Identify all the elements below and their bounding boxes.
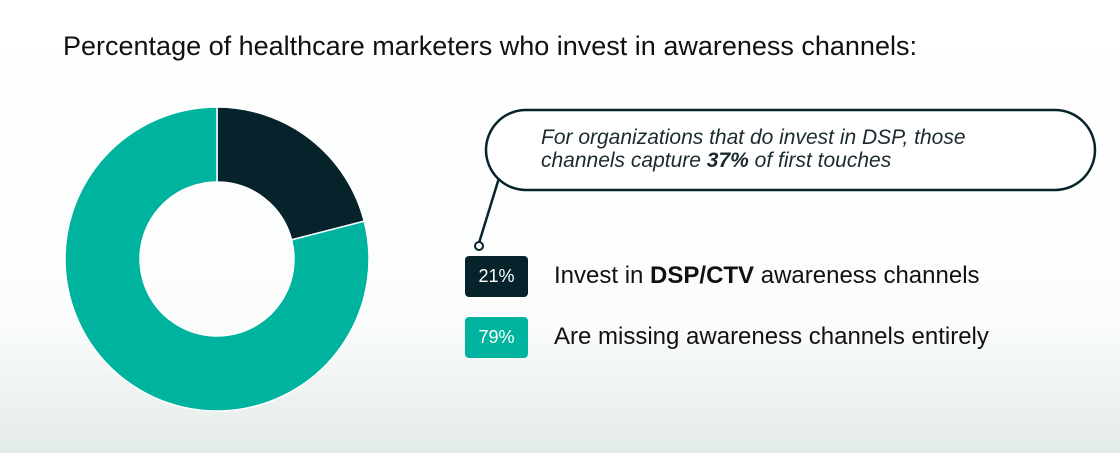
callout-text: channels capture 37% of first touches [541,149,892,172]
donut-segment [64,106,370,412]
callout-box [484,108,1097,192]
callout-text-part: channels capture [541,149,707,172]
legend-label-part: Are missing awareness channels entirely [554,323,989,350]
chart-title: Percentage of healthcare marketers who i… [63,31,917,61]
legend-badge [465,256,528,297]
callout-text-part: For organizations that do invest in DSP,… [541,126,966,149]
callout-text: For organizations that do invest in DSP,… [541,126,966,149]
value-label: 79% [478,327,514,347]
legend-label-part: DSP/CTV [650,262,754,289]
legend-label-part: awareness channels [754,262,979,289]
legend-label-part: Invest in [554,262,650,289]
value-label: 21% [478,266,514,286]
callout-text-part: 37% [707,149,749,172]
legend-label: Invest in DSP/CTV awareness channels [554,262,980,289]
legend-badge [465,317,528,358]
callout-dot [474,241,484,251]
callout-pointer [477,177,501,244]
donut-segment [216,106,366,241]
callout-text-part: of first touches [749,149,892,172]
legend-label: Are missing awareness channels entirely [554,323,989,350]
